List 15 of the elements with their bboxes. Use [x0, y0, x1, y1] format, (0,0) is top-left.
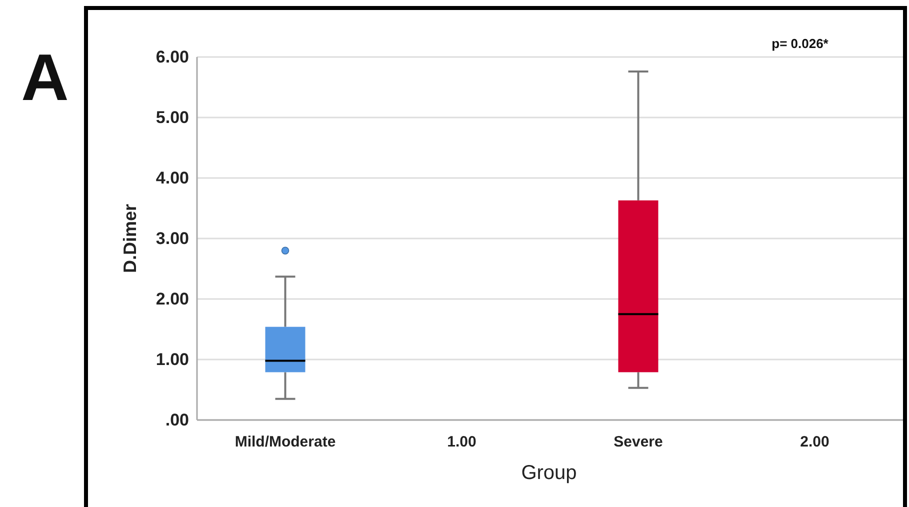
y-tick-label: 1.00	[156, 350, 189, 369]
x-tick-label: 2.00	[800, 434, 830, 450]
y-axis-title: D.Dimer	[120, 204, 140, 274]
y-tick-label: 5.00	[156, 108, 189, 127]
x-tick-label: 1.00	[447, 434, 476, 450]
y-tick-label: 2.00	[156, 290, 189, 308]
y-tick-label: 3.00	[156, 229, 189, 248]
text: A	[21, 40, 69, 114]
x-tick-label: Severe	[614, 434, 663, 450]
y-tick-label: 4.00	[156, 168, 189, 188]
x-axis-title: Group	[521, 462, 577, 484]
y-tick-label: .00	[165, 410, 189, 430]
text: p= 0.026*	[772, 36, 830, 51]
x-tick-label: Mild/Moderate	[234, 434, 336, 450]
y-tick-label: 6.00	[156, 48, 189, 66]
